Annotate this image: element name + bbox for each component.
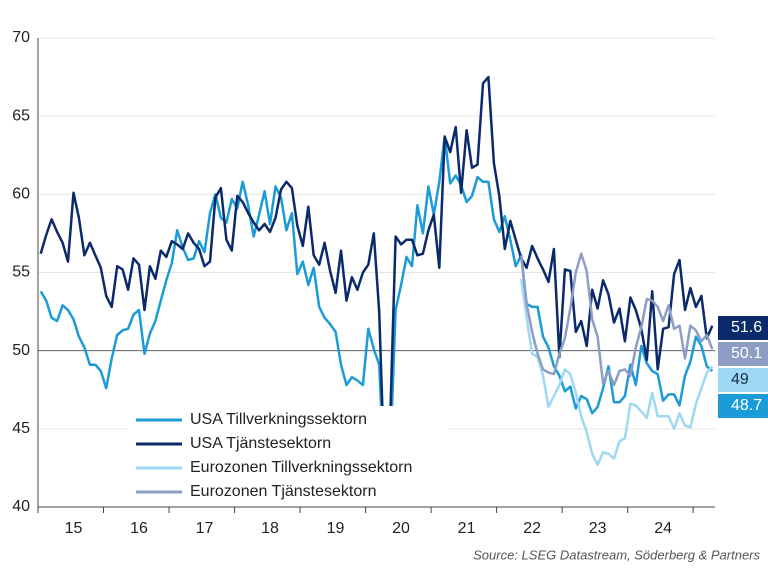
value-box — [718, 342, 768, 366]
x-tick-label: 17 — [196, 520, 214, 537]
x-tick-label: 22 — [523, 520, 541, 537]
legend-label: Eurozonen Tillverkningssektorn — [190, 459, 412, 476]
y-tick-label: 70 — [12, 29, 30, 46]
series-line — [519, 252, 714, 387]
x-tick-label: 23 — [589, 520, 607, 537]
y-tick-label: 60 — [12, 186, 30, 203]
y-tick-label: 65 — [12, 107, 30, 124]
y-tick-label: 45 — [12, 420, 30, 437]
value-label: 49 — [731, 371, 749, 388]
y-tick-label: 40 — [12, 498, 30, 515]
series-line — [519, 278, 714, 467]
x-tick-label: 21 — [458, 520, 476, 537]
x-tick-label: 16 — [130, 520, 148, 537]
value-label: 48.7 — [731, 397, 762, 414]
y-tick-label: 50 — [12, 342, 30, 359]
legend-label: Eurozonen Tjänstesektorn — [190, 483, 376, 500]
x-tick-label: 18 — [261, 520, 279, 537]
value-label: 51.6 — [731, 319, 762, 336]
value-label: 50.1 — [731, 345, 762, 362]
value-box — [718, 394, 768, 418]
y-tick-label: 55 — [12, 264, 30, 281]
legend-label: USA Tjänstesektorn — [190, 435, 331, 452]
source: Source: LSEG Datastream, Söderberg & Par… — [473, 547, 760, 562]
value-box — [718, 368, 768, 392]
x-tick-label: 20 — [392, 520, 410, 537]
legend-box — [128, 406, 448, 504]
series-line — [39, 75, 714, 481]
x-tick-label: 19 — [327, 520, 345, 537]
value-box — [718, 316, 768, 340]
x-tick-label: 24 — [654, 520, 672, 537]
x-tick-label: 15 — [65, 520, 83, 537]
series-line — [39, 135, 714, 485]
legend-label: USA Tillverkningssektorn — [190, 411, 367, 428]
